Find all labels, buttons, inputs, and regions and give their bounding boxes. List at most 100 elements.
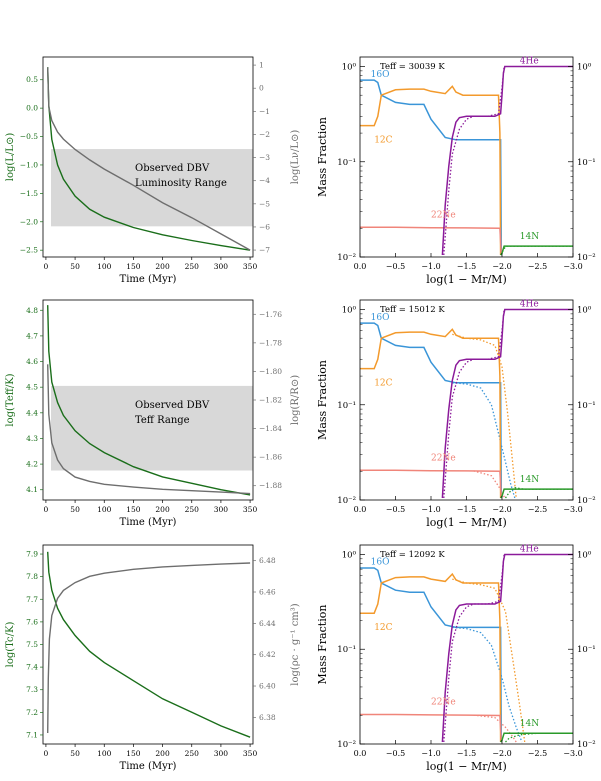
band-label: Luminosity Range (135, 178, 227, 189)
series-line-log-L (47, 67, 251, 251)
species-label-n14: 14N (520, 232, 539, 242)
series-line-22Ne-dot (473, 714, 517, 743)
y-tick-label-right: 10⁻¹ (577, 645, 596, 655)
series-line-12C-dot (452, 333, 517, 499)
x-tick-label: −1.0 (421, 262, 440, 271)
x-tick-label: −1.0 (421, 505, 440, 514)
panel-title: Teff = 12092 K (380, 550, 445, 560)
y-tick-label-right: 6.46 (259, 588, 276, 597)
y-tick-label-right: 10⁰ (577, 306, 592, 316)
y-tick-label-left: 10⁻¹ (337, 158, 356, 168)
x-tick-label: 100 (97, 262, 112, 271)
y-tick-label-left: 10⁰ (342, 306, 357, 316)
x-axis-label: Time (Myr) (120, 274, 177, 285)
y-tick-label-right: 10⁻² (577, 740, 596, 750)
y-tick-label-left: −1.5 (20, 189, 38, 198)
x-tick-label: 150 (126, 262, 141, 271)
series-line-16O-dot (452, 382, 516, 499)
y-tick-label-right: −1.78 (259, 338, 282, 347)
x-tick-label: 0.0 (354, 505, 367, 514)
y-tick-label-right: 10⁻² (577, 496, 596, 506)
series-line-log-R (47, 364, 251, 495)
y-tick-label-left: 4.1 (26, 485, 38, 494)
species-label-o16: 16O (371, 558, 390, 568)
y-tick-label-right: 10⁰ (577, 63, 592, 73)
y-tick-label-left: 10⁰ (342, 63, 357, 73)
x-tick-label: 0 (44, 749, 49, 758)
x-tick-label: 250 (185, 505, 200, 514)
y-axis-label-right: log(R/R⊙) (290, 375, 301, 425)
y-tick-label-left: 4.8 (26, 306, 38, 315)
panel-teff: Observed DBV Teff Range 0 50 100 150 200 250 300… (5, 299, 301, 528)
series-line-14N-dot (504, 486, 573, 499)
y-axis-label-left: log(Teff/K) (5, 373, 16, 426)
x-axis-label: log(1 − Mr/M) (426, 516, 506, 529)
y-tick-label-left: 10⁻² (337, 740, 356, 750)
species-label-ne22: 22Ne (431, 453, 456, 463)
x-tick-label: −1.5 (457, 262, 476, 271)
x-tick-label: −0.5 (386, 505, 405, 514)
y-tick-label-right: −6 (259, 222, 270, 231)
y-tick-label-left: 10⁻¹ (337, 645, 356, 655)
species-label-n14: 14N (520, 475, 539, 485)
x-tick-label: 50 (70, 262, 80, 271)
y-tick-label-right: 6.38 (259, 713, 276, 722)
y-tick-label-left: 4.2 (26, 460, 38, 469)
y-tick-label-left: 0.0 (26, 104, 38, 113)
y-tick-label-right: −5 (259, 199, 270, 208)
x-tick-label: −2.0 (492, 505, 511, 514)
y-tick-label-right: 10⁻¹ (577, 401, 596, 411)
y-axis-label-left: log(Tc/K) (5, 622, 16, 668)
series-line-22Ne (360, 469, 503, 499)
series-line-log-Lnu (47, 67, 251, 251)
band-label: Teff Range (135, 415, 190, 426)
y-tick-label-left: 7.2 (26, 708, 38, 717)
panel-core: 0 50 100 150 200 250 300 350 Time (Myr) 7.9 7.8 7.7… (5, 544, 301, 772)
y-tick-label-right: −2 (259, 130, 270, 139)
x-tick-label: 300 (214, 749, 229, 758)
y-tick-label-left: 4.3 (26, 434, 38, 443)
y-tick-label-right: −1 (259, 107, 270, 116)
y-tick-label-left: 7.5 (26, 640, 38, 649)
y-axis-label-left: log(L/L⊙) (5, 133, 16, 182)
x-axis-label: Time (Myr) (120, 761, 177, 772)
species-label-ne22: 22Ne (431, 210, 456, 220)
y-axis-label: Mass Fraction (316, 605, 329, 685)
x-tick-label: −2.0 (492, 749, 511, 758)
y-tick-label-right: −1.86 (259, 453, 282, 462)
y-tick-label-right: −4 (259, 176, 270, 185)
x-tick-label: 150 (126, 749, 141, 758)
y-tick-label-right: −1.84 (259, 424, 282, 433)
x-tick-label: −1.0 (421, 749, 440, 758)
y-tick-label-right: 0 (259, 84, 264, 93)
series-line-12C (360, 85, 502, 256)
y-axis-label-right: log(ρc · g⁻¹ cm³) (290, 603, 301, 685)
band-label: Observed DBV (135, 400, 210, 411)
y-tick-label-left: 0.5 (26, 75, 38, 84)
species-label-o16: 16O (371, 70, 390, 80)
y-tick-label-left: −2.5 (20, 246, 38, 255)
y-tick-label-left: 4.5 (26, 383, 38, 392)
y-tick-label-right: −1.76 (259, 310, 282, 319)
plot-frame (42, 544, 254, 745)
species-label-o16: 16O (371, 313, 390, 323)
x-tick-label: 0 (44, 262, 49, 271)
x-tick-label: 250 (185, 262, 200, 271)
x-tick-label: −2.5 (528, 262, 547, 271)
x-tick-label: 0.0 (354, 749, 367, 758)
x-tick-label: 300 (214, 505, 229, 514)
y-tick-label-right: 10⁻¹ (577, 158, 596, 168)
species-label-he4: 4He (520, 544, 539, 554)
y-tick-label-left: 10⁻¹ (337, 401, 356, 411)
series-line-14N-dot (500, 245, 573, 256)
x-axis-label: Time (Myr) (120, 517, 177, 528)
x-tick-label: −1.5 (457, 505, 476, 514)
y-tick-label-left: −1.0 (20, 160, 38, 169)
y-tick-label-left: 7.8 (26, 572, 38, 581)
y-tick-label-right: −1.88 (259, 481, 282, 490)
x-tick-label: 350 (243, 749, 258, 758)
y-tick-label-right: −1.82 (259, 396, 282, 405)
x-tick-label: −0.5 (386, 749, 405, 758)
